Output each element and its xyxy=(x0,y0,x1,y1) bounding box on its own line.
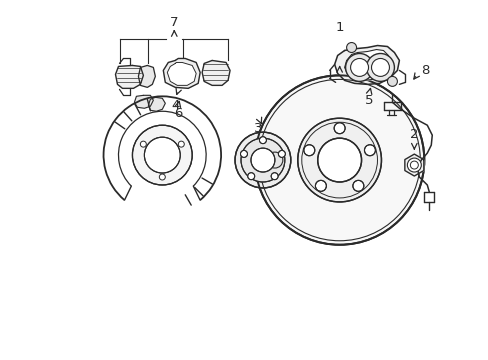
Circle shape xyxy=(266,152,282,168)
Circle shape xyxy=(241,138,285,182)
Circle shape xyxy=(240,150,247,157)
Polygon shape xyxy=(202,60,229,85)
Circle shape xyxy=(297,118,381,202)
Circle shape xyxy=(333,123,345,134)
Polygon shape xyxy=(134,95,153,108)
Circle shape xyxy=(407,158,421,172)
Circle shape xyxy=(345,54,373,81)
Circle shape xyxy=(144,137,180,173)
Circle shape xyxy=(159,174,165,180)
Circle shape xyxy=(247,173,254,180)
Circle shape xyxy=(235,132,290,188)
Polygon shape xyxy=(344,50,389,80)
Polygon shape xyxy=(148,97,165,111)
Circle shape xyxy=(259,137,266,144)
Circle shape xyxy=(386,76,397,86)
Circle shape xyxy=(315,180,325,192)
Polygon shape xyxy=(115,66,143,88)
Text: 6: 6 xyxy=(174,107,182,120)
Circle shape xyxy=(140,141,146,147)
Circle shape xyxy=(346,42,356,53)
Circle shape xyxy=(366,54,394,81)
Polygon shape xyxy=(334,45,399,84)
Circle shape xyxy=(250,148,274,172)
Circle shape xyxy=(254,75,424,245)
Text: 3: 3 xyxy=(253,122,262,135)
Text: 8: 8 xyxy=(420,64,428,77)
Polygon shape xyxy=(404,154,423,176)
Circle shape xyxy=(371,58,388,76)
Polygon shape xyxy=(163,58,200,88)
Circle shape xyxy=(271,173,278,180)
Polygon shape xyxy=(167,62,196,85)
Circle shape xyxy=(132,125,192,185)
Circle shape xyxy=(364,145,375,156)
Text: 4: 4 xyxy=(171,99,179,112)
Circle shape xyxy=(352,180,363,192)
Circle shape xyxy=(350,58,368,76)
Circle shape xyxy=(278,150,285,157)
Circle shape xyxy=(303,145,314,156)
Text: 1: 1 xyxy=(335,21,343,34)
Circle shape xyxy=(317,138,361,182)
Text: 2: 2 xyxy=(409,128,418,141)
Text: 5: 5 xyxy=(365,94,373,107)
Circle shape xyxy=(178,141,184,147)
Text: 7: 7 xyxy=(170,16,178,29)
Polygon shape xyxy=(138,66,155,87)
